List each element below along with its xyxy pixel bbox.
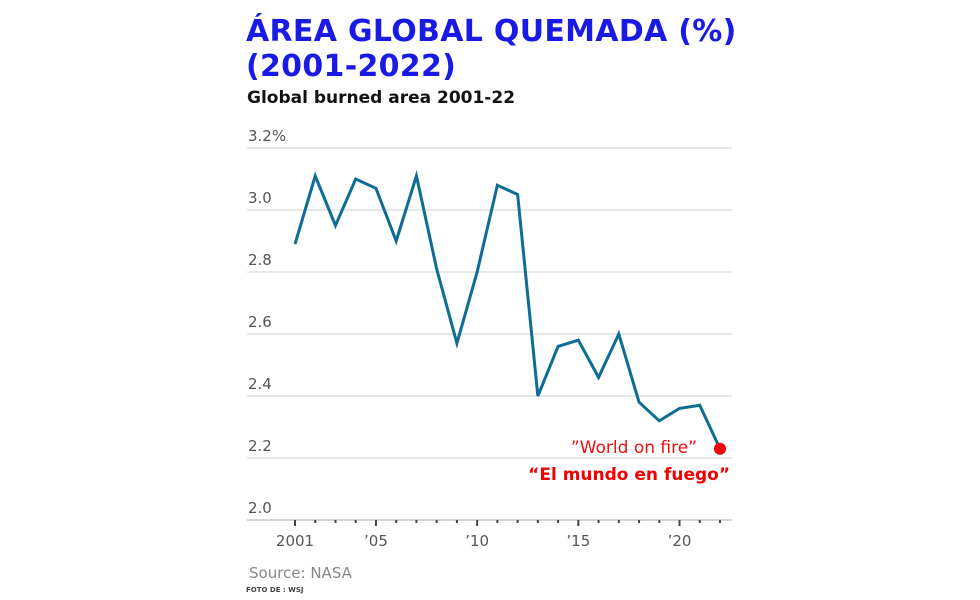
annotation-english: ”World on fire”: [571, 438, 697, 458]
chart-subtitle: Global burned area 2001-22: [247, 88, 516, 108]
y-tick-label: 3.0: [248, 189, 272, 207]
y-tick-label: 2.2: [248, 437, 272, 455]
y-tick-label: 2.0: [248, 499, 272, 517]
x-tick-label: ’10: [465, 532, 489, 550]
source-note: Source: NASA: [249, 564, 352, 582]
y-tick-label: 3.2%: [248, 127, 286, 145]
chart-title-line-1: ÁREA GLOBAL QUEMADA (%): [246, 14, 737, 49]
chart-title: ÁREA GLOBAL QUEMADA (%) (2001-2022): [246, 14, 737, 84]
annotation-spanish: “El mundo en fuego”: [528, 465, 730, 485]
photo-credit: FOTO DE : WSJ: [246, 586, 304, 594]
y-tick-label: 2.8: [248, 251, 272, 269]
x-tick-label: ’15: [566, 532, 590, 550]
x-tick-label: 2001: [276, 532, 314, 550]
x-tick-label: ’05: [364, 532, 388, 550]
y-tick-label: 2.4: [248, 375, 272, 393]
highlight-point: [714, 442, 726, 455]
x-tick-label: ’20: [668, 532, 692, 550]
series-line: [293, 170, 722, 450]
y-tick-label: 2.6: [248, 313, 272, 331]
chart-title-line-2: (2001-2022): [246, 49, 457, 84]
